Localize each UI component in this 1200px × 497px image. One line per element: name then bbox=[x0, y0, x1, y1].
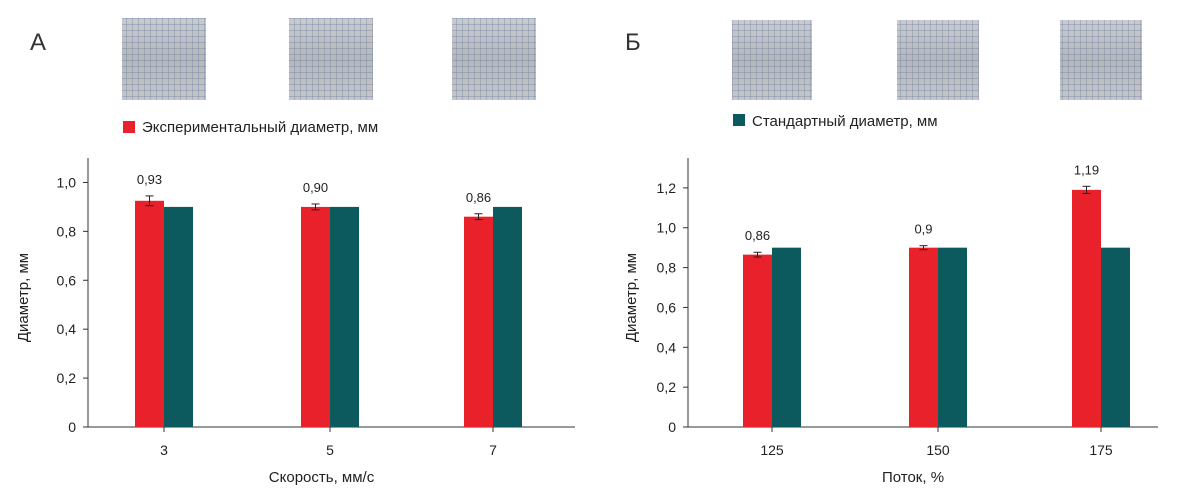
y-tick-label: 0 bbox=[668, 419, 676, 435]
legend-label-standard: Стандартный диаметр, мм bbox=[752, 113, 938, 130]
sample-photo bbox=[1060, 20, 1142, 100]
y-axis-title: Диаметр, мм bbox=[623, 253, 640, 342]
bar-experimental bbox=[1072, 189, 1101, 427]
x-axis-title: Поток, % bbox=[882, 469, 944, 486]
bar-experimental bbox=[909, 247, 938, 427]
data-label: 0,90 bbox=[303, 180, 328, 195]
sample-photo bbox=[897, 20, 979, 100]
legend-label-experimental: Экспериментальный диаметр, мм bbox=[142, 119, 378, 136]
x-tick-label: 125 bbox=[760, 442, 784, 458]
y-tick-label: 0,2 bbox=[657, 379, 677, 395]
x-tick-label: 3 bbox=[160, 442, 168, 458]
x-tick-label: 7 bbox=[489, 442, 497, 458]
x-axis-title: Скорость, мм/с bbox=[269, 469, 375, 486]
y-tick-label: 0,8 bbox=[57, 223, 77, 239]
y-tick-label: 0,4 bbox=[657, 339, 677, 355]
data-label: 0,9 bbox=[914, 222, 932, 237]
data-label: 0,86 bbox=[466, 190, 491, 205]
chart-b: 0 0,2 0,4 0,6 0,8 1,0 1,2 125 150 175 Поток, % Диам… bbox=[623, 158, 1158, 486]
bar-experimental bbox=[464, 216, 493, 427]
bar-standard bbox=[493, 206, 522, 427]
bar-experimental bbox=[135, 200, 164, 427]
y-tick-label: 0,2 bbox=[57, 370, 77, 386]
data-label: 0,93 bbox=[137, 172, 162, 187]
bar-standard bbox=[938, 247, 967, 427]
bar-standard bbox=[1101, 247, 1130, 427]
y-tick-label: 0,8 bbox=[657, 260, 677, 276]
bar-experimental bbox=[743, 254, 772, 427]
y-tick-label: 1,2 bbox=[657, 180, 677, 196]
y-tick-label: 1,0 bbox=[57, 174, 77, 190]
panel-label-b: Б bbox=[625, 29, 641, 56]
y-tick-label: 0,4 bbox=[57, 321, 77, 337]
legend-experimental: Экспериментальный диаметр, мм bbox=[123, 119, 378, 136]
sample-photo bbox=[732, 20, 812, 100]
y-tick-label: 0,6 bbox=[657, 299, 677, 315]
y-tick-label: 1,0 bbox=[657, 220, 677, 236]
bar-standard bbox=[164, 206, 193, 427]
x-tick-label: 175 bbox=[1089, 442, 1113, 458]
panel-label-a: А bbox=[30, 29, 46, 56]
legend-swatch-standard bbox=[733, 114, 745, 126]
y-tick-label: 0,6 bbox=[57, 272, 77, 288]
y-axis-title: Диаметр, мм bbox=[15, 253, 32, 342]
sample-photos-b bbox=[732, 20, 1142, 100]
sample-photos-a bbox=[122, 18, 536, 100]
bar-standard bbox=[772, 247, 801, 427]
legend-standard: Стандартный диаметр, мм bbox=[733, 113, 938, 130]
bar-standard bbox=[330, 206, 359, 427]
y-tick-label: 0 bbox=[68, 419, 76, 435]
data-label: 1,19 bbox=[1074, 162, 1099, 177]
bar-experimental bbox=[301, 206, 330, 427]
sample-photo bbox=[122, 18, 206, 100]
sample-photo bbox=[289, 18, 373, 100]
x-tick-label: 5 bbox=[326, 442, 334, 458]
legend-swatch-experimental bbox=[123, 121, 135, 133]
x-tick-label: 150 bbox=[926, 442, 950, 458]
data-label: 0,86 bbox=[745, 228, 770, 243]
sample-photo bbox=[452, 18, 536, 100]
chart-a: 0 0,2 0,4 0,6 0,8 1,0 3 5 7 Скорость, мм/с Диаметр… bbox=[15, 158, 575, 486]
